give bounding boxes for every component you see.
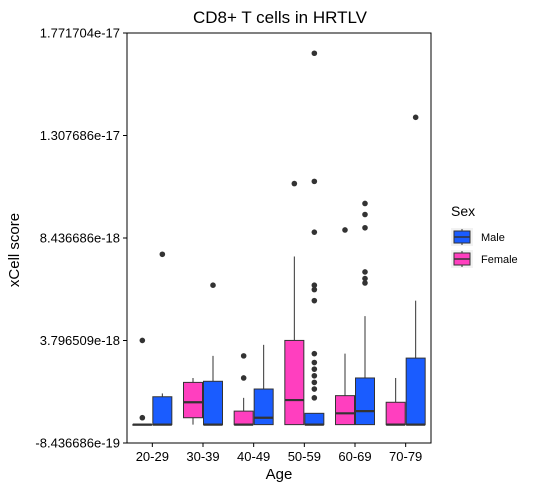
box-body [335,395,355,426]
x-tick-label: 50-59 [288,449,321,464]
y-axis: 1.771704e-17 1.307686e-17 8.436686e-18 3.79… [35,26,127,451]
legend: Sex Male Female [451,203,518,268]
box-male-70-79 [405,114,426,426]
outlier-point [311,372,318,379]
outlier-point [311,178,318,185]
y-axis-title: xCell score [6,213,23,287]
x-axis: 20-29 30-39 40-49 50-59 60-69 70-79 [136,443,422,464]
outlier-point [311,395,318,401]
box-male-20-29 [152,251,173,426]
box-body [183,381,203,419]
box-body [203,380,223,426]
box-male-60-69 [355,200,375,426]
box-female-70-79 [385,377,406,426]
box-body [152,396,173,426]
x-tick-label: 30-39 [186,449,219,464]
y-tick-label: 3.796509e-18 [40,333,120,348]
legend-label: Male [481,232,505,244]
box-male-50-59 [304,50,325,426]
box-male-30-39 [203,282,223,426]
legend-key-female [451,250,473,268]
outlier-point [311,229,318,235]
outlier-point [362,200,368,207]
x-axis-title: Age [266,466,293,483]
outlier-point [240,353,247,359]
outlier-point [412,114,419,121]
y-tick-label: 8.436686e-18 [40,231,120,246]
box-body [355,377,375,426]
outlier-point [311,366,318,372]
outlier-point [362,224,368,231]
outlier-point [311,359,318,366]
plot-marks [132,50,426,426]
plot-panel [126,32,432,444]
outlier-point [362,211,368,218]
box-female-40-49 [233,353,254,426]
box-body [405,357,426,426]
outlier-point [342,227,348,233]
outlier-point [362,280,368,286]
outlier-point [311,50,318,57]
outlier-point [311,282,318,288]
outlier-point [311,379,318,386]
outlier-point [210,282,216,288]
x-tick-label: 70-79 [389,449,422,464]
box-body [253,388,274,426]
y-tick-label: 1.771704e-17 [40,26,120,41]
box-body [304,412,325,426]
x-tick-label: 20-29 [136,449,169,464]
outlier-point [240,375,247,381]
box-female-60-69 [335,227,355,426]
outlier-point [311,297,318,304]
box-female-50-59 [284,180,305,426]
y-tick-label: -8.436686e-19 [35,436,120,451]
x-tick-label: 60-69 [338,449,371,464]
legend-title: Sex [451,203,475,219]
legend-label: Female [481,254,518,266]
box-body [233,410,254,426]
legend-key-male [451,228,473,246]
outlier-point [362,269,368,275]
outlier-point [291,180,298,187]
outlier-point [311,386,318,392]
box-female-20-29 [132,337,153,426]
box-female-30-39 [183,377,203,425]
chart-title: CD8+ T cells in HRTLV [193,8,368,27]
outlier-point [159,251,166,258]
box-male-40-49 [253,344,274,426]
box-body [284,339,305,426]
outlier-point [139,414,146,421]
outlier-point [311,350,318,357]
x-tick-label: 40-49 [237,449,270,464]
box-body [385,401,406,426]
outlier-point [311,286,318,293]
outlier-point [362,275,368,282]
y-tick-label: 1.307686e-17 [40,128,120,143]
outlier-point [139,337,146,344]
